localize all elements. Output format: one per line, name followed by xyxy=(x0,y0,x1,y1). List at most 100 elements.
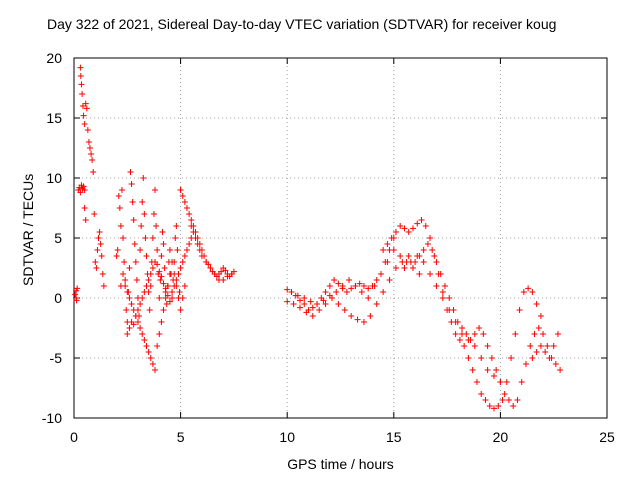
data-point xyxy=(296,304,303,311)
data-point xyxy=(186,241,193,247)
data-point xyxy=(478,355,485,361)
data-point xyxy=(121,259,128,265)
data-point xyxy=(322,289,329,295)
data-point xyxy=(339,283,346,289)
data-point xyxy=(194,241,201,247)
data-point xyxy=(497,379,504,385)
data-point xyxy=(416,271,423,277)
data-point xyxy=(77,189,84,196)
data-point xyxy=(173,277,180,283)
data-point xyxy=(177,307,184,313)
data-point xyxy=(380,289,387,295)
data-point xyxy=(83,105,90,112)
data-point xyxy=(433,283,440,289)
data-point xyxy=(495,403,502,409)
data-point xyxy=(113,253,120,259)
data-point xyxy=(176,289,183,295)
data-point xyxy=(150,211,157,217)
data-point xyxy=(164,283,171,289)
data-point xyxy=(488,355,495,361)
data-point xyxy=(465,355,472,361)
data-point xyxy=(525,285,532,292)
data-point xyxy=(173,223,180,229)
data-point xyxy=(316,307,323,313)
data-point xyxy=(486,403,493,409)
data-point xyxy=(456,337,463,343)
data-point xyxy=(480,331,487,337)
data-point xyxy=(471,331,478,337)
data-point xyxy=(307,298,314,305)
data-point xyxy=(147,355,154,361)
data-point xyxy=(123,307,130,313)
data-point xyxy=(179,259,186,265)
data-point xyxy=(139,295,146,301)
data-point xyxy=(138,223,145,229)
data-point xyxy=(418,217,425,223)
data-point xyxy=(537,343,544,349)
data-point xyxy=(401,265,408,271)
data-point xyxy=(183,205,190,211)
data-point xyxy=(414,253,421,259)
data-point xyxy=(471,343,478,349)
data-point xyxy=(140,175,147,181)
data-point xyxy=(518,379,525,385)
data-point xyxy=(154,247,161,253)
data-point xyxy=(540,331,547,337)
data-point xyxy=(126,325,133,331)
data-point xyxy=(143,253,150,259)
data-point xyxy=(335,301,342,307)
data-point xyxy=(491,405,498,412)
data-point xyxy=(424,241,431,247)
data-point xyxy=(88,151,95,157)
data-point xyxy=(120,235,127,241)
data-point xyxy=(80,183,87,190)
data-point xyxy=(529,289,536,295)
data-point xyxy=(181,253,188,259)
data-point xyxy=(288,289,295,295)
data-point xyxy=(156,295,163,301)
data-point xyxy=(414,220,421,227)
data-point xyxy=(211,271,218,277)
data-point xyxy=(401,225,408,232)
data-point xyxy=(348,285,355,292)
data-point xyxy=(469,367,476,373)
data-point xyxy=(284,286,291,293)
data-point xyxy=(149,235,156,241)
data-point xyxy=(118,187,125,193)
data-point xyxy=(550,343,557,349)
data-point xyxy=(134,319,141,325)
data-point xyxy=(554,331,561,337)
data-point xyxy=(82,217,89,223)
data-point xyxy=(188,223,195,229)
data-point xyxy=(522,361,529,367)
data-point xyxy=(459,325,466,331)
data-point xyxy=(146,307,153,313)
data-point xyxy=(93,265,100,271)
y-tick-label: 20 xyxy=(46,50,62,66)
data-point xyxy=(154,343,161,349)
x-tick-label: 25 xyxy=(599,429,615,445)
data-point xyxy=(94,247,101,253)
data-point xyxy=(322,301,329,307)
data-point xyxy=(203,259,210,265)
data-point xyxy=(158,253,165,259)
data-point xyxy=(373,277,380,283)
data-point xyxy=(533,301,540,307)
data-point xyxy=(503,379,510,385)
data-point xyxy=(98,253,105,259)
data-point xyxy=(303,309,310,316)
data-point xyxy=(141,211,148,217)
data-point xyxy=(531,331,538,337)
data-point xyxy=(160,280,167,287)
data-point xyxy=(161,265,168,271)
data-point xyxy=(74,285,81,292)
data-point xyxy=(409,265,416,271)
data-point xyxy=(296,297,303,304)
data-point xyxy=(352,283,359,289)
data-point xyxy=(484,343,491,349)
data-point xyxy=(505,397,512,403)
data-point xyxy=(533,349,540,355)
x-tick-label: 20 xyxy=(493,429,509,445)
data-point xyxy=(529,355,536,361)
